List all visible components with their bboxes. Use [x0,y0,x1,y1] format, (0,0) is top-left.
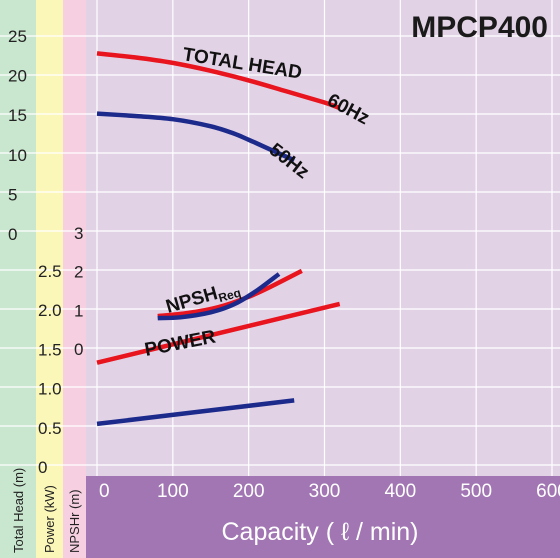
x-axis-bar [86,476,560,558]
head-tick-label: 0 [8,225,17,244]
npsh-tick-label: 1 [74,301,83,320]
head-axis-label: Total Head (m) [11,468,26,553]
head60-curve [96,51,341,111]
power-tick-label: 0.5 [38,419,62,438]
x-tick-label: 300 [309,481,341,502]
power-tick-label: 1.5 [38,340,62,359]
head-label-bar [0,476,36,558]
power60-curve [96,301,341,365]
npsh-label-bar [63,476,86,558]
head-tick-label: 20 [8,67,27,86]
x-tick-label: 500 [460,481,492,502]
curves [96,51,341,427]
power-tick-label: 0 [38,458,47,477]
power-axis-label: Power (kW) [42,485,57,553]
head-tick-label: 5 [8,185,17,204]
head-axis-band [0,0,36,476]
axis-ticks: 0100200300400500600051015202500.51.01.52… [8,27,560,502]
power-tick-label: 1.0 [38,380,62,399]
npsh-tick-label: 3 [74,224,83,243]
npsh-label-sub: Req [217,285,243,305]
npsh-axis-band [63,0,86,476]
npsh-tick-label: 2 [74,263,83,282]
x-axis-label: Capacity ( ℓ / min) [221,518,418,546]
plot-area [86,0,560,476]
npsh50-curve [157,272,281,321]
x-tick-label: 0 [99,481,110,502]
npsh-tick-label: 0 [74,340,83,359]
head-tick-label: 25 [8,27,27,46]
power50-curve [96,398,295,427]
x-tick-label: 600 [536,481,560,502]
power-axis-band [36,0,63,476]
x-tick-label: 200 [233,481,265,502]
head-tick-label: 10 [8,146,27,165]
power-label-bar [36,476,63,558]
head50-curve [96,111,296,163]
head-tick-label: 15 [8,106,27,125]
chart-title: MPCP400 [411,11,548,44]
x-tick-label: 400 [384,481,416,502]
power-tick-label: 2.5 [38,262,62,281]
x-tick-label: 100 [157,481,189,502]
npsh-axis-label: NPSHr (m) [67,489,82,553]
power-tick-label: 2.0 [38,301,62,320]
